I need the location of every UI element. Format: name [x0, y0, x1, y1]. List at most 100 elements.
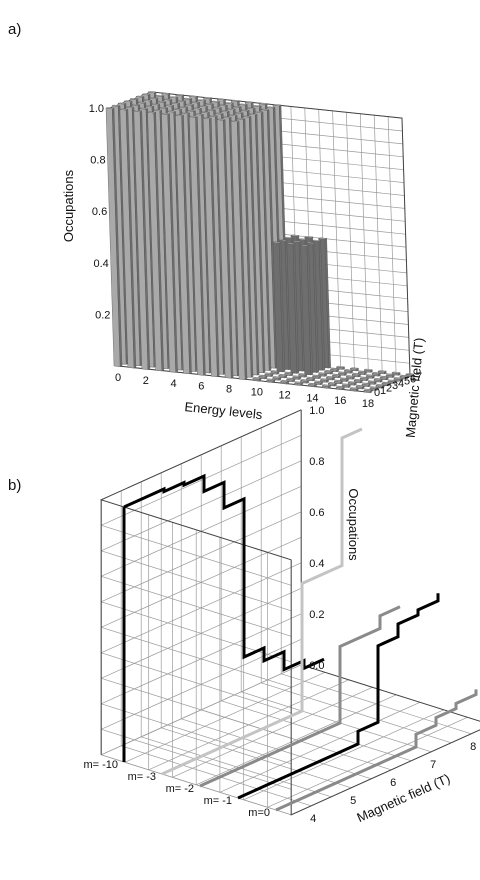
bar-top: [258, 375, 267, 378]
z-tick-label: 0.6: [92, 206, 107, 218]
x-axis-label: Energy levels: [184, 399, 264, 422]
bar-top: [213, 106, 222, 109]
bar-top: [189, 95, 198, 98]
gridline: [101, 550, 292, 612]
bar-top: [266, 106, 276, 109]
bar-top: [217, 118, 226, 121]
series-label: m=0: [248, 807, 270, 819]
bar-top: [306, 377, 315, 380]
series-label: m= -2: [166, 783, 194, 795]
y-tick-label: 4: [398, 378, 404, 390]
gridline: [267, 716, 468, 808]
gridline: [124, 671, 326, 763]
bar-top: [294, 381, 303, 384]
bar-top: [405, 373, 415, 375]
x-tick-label: 5: [350, 795, 356, 807]
x-tick-label: 16: [334, 395, 346, 407]
x-tick-label: 8: [226, 384, 232, 396]
bar-top: [363, 389, 373, 391]
series-label: m= -3: [128, 771, 156, 783]
bar-top: [227, 108, 236, 110]
bar-top: [165, 104, 174, 107]
gridline: [196, 694, 397, 786]
bar-top: [173, 108, 182, 111]
z-axis-label: Occupations: [61, 169, 76, 242]
bar-top: [242, 115, 252, 118]
bar-top: [264, 372, 273, 375]
z-tick-label: 0.2: [309, 609, 324, 621]
bar-top: [336, 365, 345, 368]
bar-top: [223, 116, 232, 119]
bar-top: [197, 99, 206, 102]
bar-top: [131, 103, 140, 106]
bar-top: [298, 373, 307, 376]
x-tick-label: 14: [306, 392, 318, 404]
bar-top: [248, 113, 258, 116]
bar-top: [348, 381, 357, 384]
bar-top: [312, 239, 321, 242]
x-tick-label: 6: [390, 777, 396, 789]
bar-top: [385, 373, 395, 376]
bar-top: [290, 234, 299, 237]
bar-top: [381, 382, 391, 385]
bar-top: [369, 386, 379, 389]
panel-b-label: b): [8, 477, 21, 494]
bar-top: [387, 379, 397, 382]
bar-top: [125, 106, 134, 109]
bar-top: [391, 371, 401, 374]
bar-top: [163, 98, 172, 101]
gridline: [243, 709, 444, 801]
bar-top: [286, 378, 295, 380]
z-tick-label: 0.4: [309, 558, 324, 570]
bar-top: [355, 385, 365, 388]
bar-top: [239, 103, 248, 106]
bar-top: [322, 384, 331, 387]
gridline: [101, 664, 302, 756]
bar-top: [179, 106, 188, 108]
bar-top: [191, 101, 200, 104]
gridline: [101, 601, 292, 663]
bar-top: [300, 244, 309, 247]
bar-top: [284, 372, 293, 374]
x-tick-label: 0: [115, 372, 121, 384]
x-tick-label: 7: [430, 759, 436, 771]
y-tick-label: 7: [416, 371, 422, 383]
axis-frame: [290, 409, 480, 816]
z-tick-label: 0.8: [309, 456, 324, 468]
bar-top: [175, 93, 184, 96]
bar-top: [133, 109, 142, 112]
bar-top: [308, 383, 317, 386]
bar-top: [312, 375, 321, 377]
bar-top: [245, 101, 254, 104]
bar-top: [320, 378, 329, 381]
x-tick-label: 12: [279, 389, 291, 401]
bar-top: [139, 107, 148, 110]
z-tick-label: 1.0: [89, 103, 104, 115]
bar-top: [236, 117, 246, 120]
bar-top: [342, 383, 351, 386]
bar-top: [373, 378, 383, 381]
bar-top: [201, 111, 210, 114]
gridline: [172, 686, 373, 778]
z-tick-label: 0.6: [309, 507, 324, 519]
bar-top: [177, 100, 186, 102]
bar-top: [225, 102, 234, 104]
bar-top: [119, 108, 128, 111]
bar-top: [270, 370, 279, 373]
bar-top: [358, 371, 367, 373]
y-tick-label: 1: [380, 385, 386, 397]
bar-top: [349, 387, 359, 390]
bar-top: [129, 97, 139, 100]
bar-top: [260, 108, 270, 111]
bar-top: [252, 377, 261, 380]
y-axis-label: Magnetic field (T): [403, 337, 427, 438]
bar-top: [241, 109, 250, 112]
bar-top: [217, 98, 226, 101]
bar-top: [207, 108, 216, 111]
bar-top: [340, 377, 349, 380]
bar-top: [141, 93, 151, 96]
bar-top: [161, 92, 170, 95]
series-label: m= -1: [204, 795, 232, 807]
bar-top: [199, 105, 208, 108]
bar-top: [350, 367, 359, 370]
